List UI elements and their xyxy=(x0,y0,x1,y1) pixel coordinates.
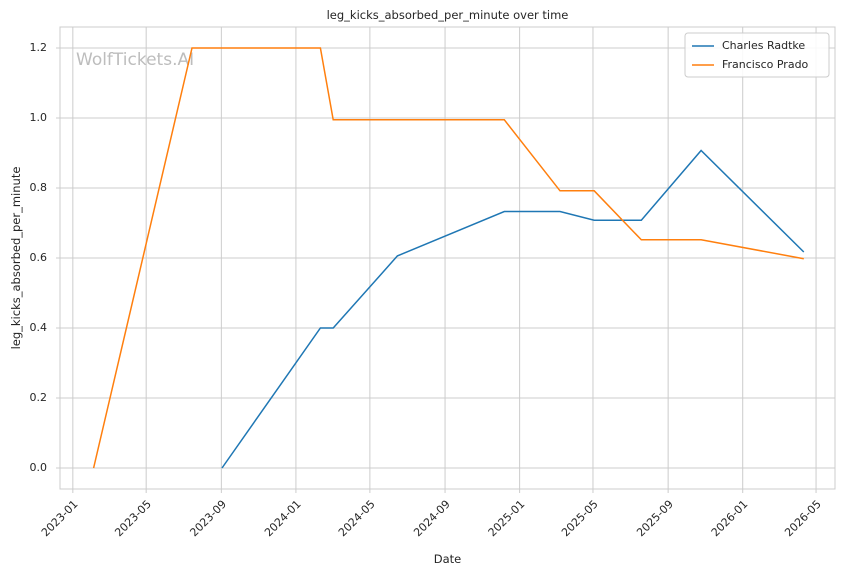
grid xyxy=(60,27,835,489)
chart-title: leg_kicks_absorbed_per_minute over time xyxy=(327,8,569,22)
y-tick-label: 0.0 xyxy=(30,461,48,474)
y-tick-label: 0.8 xyxy=(30,181,48,194)
x-tick-label: 2024-05 xyxy=(336,498,378,540)
x-axis-label: Date xyxy=(434,552,462,566)
x-axis-ticks: 2023-01 2023-05 2023-09 2024-01 2024-05 2024-… xyxy=(39,489,824,539)
x-tick-label: 2025-09 xyxy=(634,498,676,540)
x-tick-label: 2026-01 xyxy=(709,498,751,540)
watermark-text: WolfTickets.AI xyxy=(76,50,194,70)
legend-label: Francisco Prado xyxy=(722,58,809,71)
legend: Charles Radtke Francisco Prado xyxy=(685,33,829,77)
y-tick-label: 0.6 xyxy=(30,251,48,264)
y-tick-label: 1.2 xyxy=(30,41,48,54)
y-axis-label: leg_kicks_absorbed_per_minute xyxy=(9,167,23,350)
y-axis-ticks: 0.0 0.2 0.4 0.6 0.8 1.0 1.2 xyxy=(30,41,61,474)
x-tick-label: 2024-09 xyxy=(411,498,453,540)
x-tick-label: 2026-05 xyxy=(782,498,824,540)
x-tick-label: 2025-01 xyxy=(486,498,528,540)
y-tick-label: 0.2 xyxy=(30,391,48,404)
y-tick-label: 0.4 xyxy=(30,321,48,334)
x-tick-label: 2023-05 xyxy=(112,498,154,540)
y-tick-label: 1.0 xyxy=(30,111,48,124)
legend-label: Charles Radtke xyxy=(722,39,805,52)
x-tick-label: 2023-01 xyxy=(39,498,81,540)
x-tick-label: 2025-05 xyxy=(559,498,601,540)
x-tick-label: 2023-09 xyxy=(187,498,229,540)
x-tick-label: 2024-01 xyxy=(262,498,304,540)
series-line-charles-radtke xyxy=(222,151,804,469)
